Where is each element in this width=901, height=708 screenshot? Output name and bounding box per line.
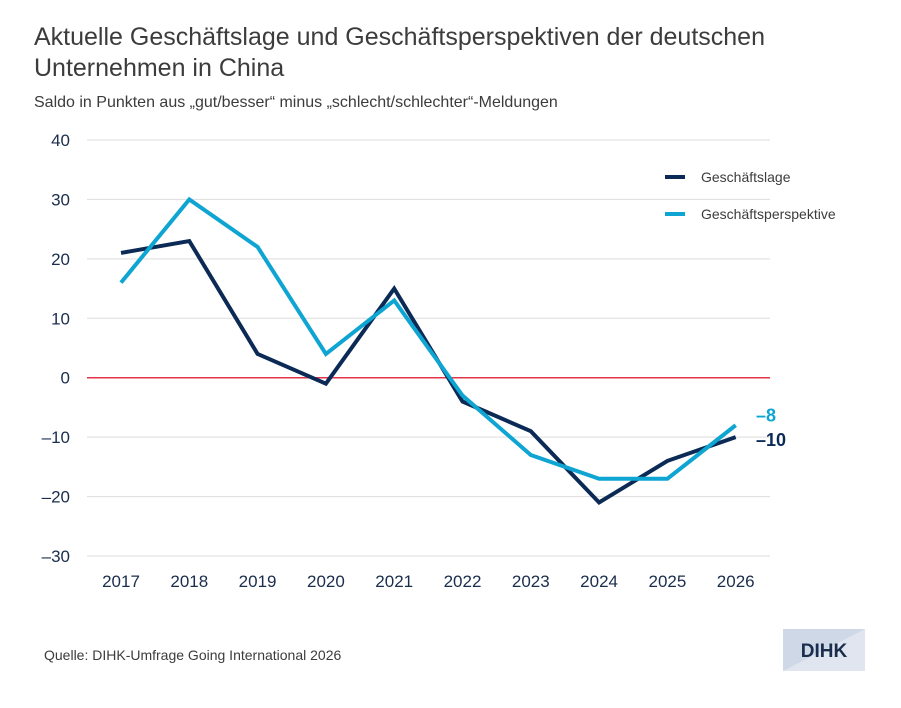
logo-text: DIHK	[801, 641, 848, 662]
y-tick-label: –30	[42, 547, 70, 566]
x-tick-label: 2020	[307, 572, 345, 591]
x-tick-label: 2021	[375, 572, 413, 591]
series-lines	[119, 196, 737, 506]
x-tick-label: 2023	[512, 572, 550, 591]
y-axis-ticks: 40 30 20 10 0 –10 –20 –30	[42, 131, 70, 566]
x-tick-label: 2018	[170, 572, 208, 591]
x-tick-label: 2024	[580, 572, 618, 591]
legend-label: Geschäftslage	[701, 169, 791, 185]
source-note: Quelle: DIHK-Umfrage Going International…	[44, 647, 342, 663]
dihk-logo-icon: DIHK	[783, 629, 865, 671]
chart-title: Aktuelle Geschäftslage und Geschäftspers…	[34, 23, 765, 82]
y-tick-label: 10	[51, 309, 70, 328]
chart-subtitle: Saldo in Punkten aus „gut/besser“ minus …	[34, 94, 558, 111]
legend-label: Geschäftsperspektive	[701, 206, 836, 222]
legend: Geschäftslage Geschäftsperspektive	[665, 169, 836, 222]
x-tick-label: 2022	[444, 572, 482, 591]
series-line-geschaeftslage	[120, 238, 737, 506]
series-line-geschaeftsperspektive	[119, 196, 737, 481]
y-tick-label: –20	[42, 488, 70, 507]
x-axis-ticks: 2017 2018 2019 2020 2021 2022 2023 2024 2025 2026	[102, 572, 755, 591]
y-tick-label: –10	[42, 428, 70, 447]
y-tick-label: 20	[51, 250, 70, 269]
end-value-label: –10	[756, 430, 786, 450]
x-tick-label: 2019	[239, 572, 277, 591]
y-tick-label: 0	[61, 369, 70, 388]
end-labels: –10–8	[756, 405, 786, 450]
y-tick-label: 40	[51, 131, 70, 150]
y-tick-label: 30	[51, 190, 70, 209]
end-value-label: –8	[756, 405, 776, 425]
x-tick-label: 2025	[648, 572, 686, 591]
x-tick-label: 2026	[717, 572, 755, 591]
x-tick-label: 2017	[102, 572, 140, 591]
